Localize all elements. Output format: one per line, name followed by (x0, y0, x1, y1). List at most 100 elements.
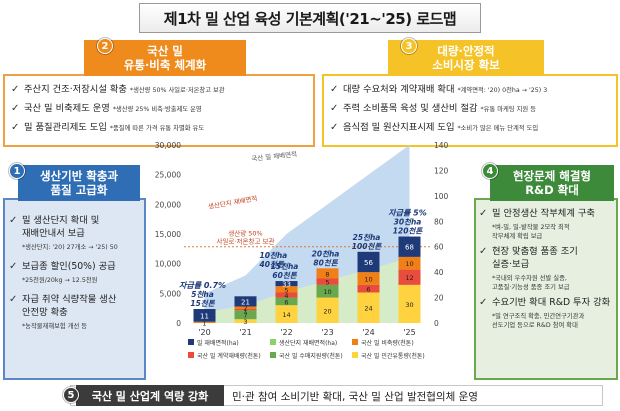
y-right-tick-label: 0 (434, 319, 439, 328)
section-3-title-line1: 대량·안정적 (437, 44, 495, 58)
bar-total-label: 11 (200, 312, 209, 320)
bar-segment-label: 7 (243, 312, 247, 320)
bar-segment (357, 284, 380, 293)
bar-segment (357, 292, 380, 323)
section-1-item-3-sub: *농작물재해보험 개선 등 (22, 323, 88, 330)
bar-segment-label: 3 (243, 318, 247, 326)
section-4-item-2: ✓ 현장 맞춤형 품종 조기 실증·보급 *국내외 우수자원 선발 실증, 고품… (479, 245, 614, 292)
section-1-panel: ✓ 밀 생산단지 확대 및 재배안내서 보급 *생산단지: '20) 27개소 … (3, 198, 146, 380)
check-icon: ✓ (479, 297, 488, 308)
section-4-title-line1: 현장문제 해결형 (512, 169, 592, 183)
page-title: 제1차 밀 산업 육성 기본계획('21~'25) 로드맵 (139, 3, 481, 33)
section-1-item-3: ✓ 자급 취약 식량작물 생산 안전망 확충 *농작물재해보험 개선 등 (9, 293, 141, 331)
section-2-item-1-main: 주산지 건조·저장시설 확충 (24, 84, 127, 95)
legend-swatch (188, 352, 194, 358)
section-4-item-3-sub-2: 선도기업 등으로 R&D 참여 확대 (492, 322, 578, 329)
bar-segment (234, 319, 257, 323)
legend-label: 국산 밀 계약재배량(천톤) (197, 352, 261, 360)
bar-segment (234, 309, 257, 311)
section-4-item-3-main: 수요기반 확대 R&D 투자 강화 (492, 297, 611, 308)
section-2-item-2-main: 국산 밀 비축제도 운영 (24, 103, 110, 114)
legend-swatch (270, 339, 276, 345)
bar-segment (316, 284, 339, 298)
annotation-target-line2: 사일로·저온창고 보관 (217, 237, 275, 246)
section-3-item-1: ✓ 대량 수요처와 계약재배 확대 *계약면적: '20) 0천ha → '25… (330, 83, 612, 97)
bar-total-label: 56 (364, 259, 373, 267)
section-3-item-3: ✓ 음식점 밀 원산지표시제 도입 *소비가 많은 메뉴 단계적 도입 (330, 121, 612, 135)
y-left-tick-label: 15,000 (155, 230, 181, 239)
bar-segment-label: 1 (243, 307, 247, 315)
section-1-item-3-main2-row: 안전망 확충 (9, 306, 141, 319)
label-2021-area: 10천ha (260, 251, 288, 260)
section-2-item-3: ✓ 밀 품질관리제도 도입 *품질에 따른 가격 유통 차별화 유도 (11, 121, 309, 135)
section-3-item-1-sub: *계약면적: '20) 0천ha → '25) 3 (457, 87, 548, 94)
legend-label: 국산 밀 비축량(천톤) (361, 339, 414, 347)
section-4-header: 현장문제 해결형 R&D 확대 (490, 165, 614, 201)
legend-label: 국산 밀 수매지원량(천톤) (279, 352, 343, 360)
section-2-item-3-sub: *품질에 따른 가격 유통 차별화 유도 (109, 125, 205, 132)
annotation-area2-label: 생산단지 재배면적 (207, 193, 258, 211)
bar-cultivation (357, 251, 380, 273)
section-1-title-line2: 품질 고급화 (50, 183, 108, 197)
section-4-item-3-sub-1: *밀 연구조직 확충, 민간연구기관과 (492, 313, 585, 320)
section-1-item-3-main2: 안전망 확충 (22, 307, 68, 318)
bar-segment-label: 4 (284, 292, 288, 300)
bar-segment-label: 5 (325, 279, 329, 287)
section-2-panel: ✓ 주산지 건조·저장시설 확충 *생산량 50% 사일로·저온창고 보관 ✓ … (3, 74, 315, 147)
x-tick-label: '24 (362, 328, 374, 337)
bar-segment (234, 310, 257, 320)
bar-segment-label: 10 (405, 260, 413, 268)
section-1-item-2-main-row: ✓ 보급종 할인(50%) 공급 (9, 260, 141, 273)
section-1-item-1-main2: 재배안내서 보급 (22, 228, 85, 239)
top-label-self-sufficiency: 자급률 5% (388, 209, 426, 218)
check-icon: ✓ (330, 122, 339, 133)
x-tick-label: '23 (321, 328, 333, 337)
section-3-item-2: ✓ 주력 소비품목 육성 및 생산비 절감 *유통 마케팅 지원 등 (330, 102, 612, 116)
section-3-item-1-main: 대량 수요처와 계약재배 확대 (343, 84, 455, 95)
section-2-item-3-main: 밀 품질관리제도 도입 (24, 122, 107, 133)
bar-segment (275, 286, 298, 293)
y-right-tick-label: 140 (434, 141, 449, 150)
section-4-item-2-sub-1: *국내외 우수자원 선발 실증, (492, 275, 567, 282)
bar-total-label: 21 (241, 298, 250, 306)
section-4-item-2-sub-2: 고품질·기능성 품종 조기 보급 (492, 284, 570, 291)
bar-cultivation (398, 236, 421, 257)
section-4-item-2-main2: 실증·보급 (492, 259, 530, 270)
bar-segment-label: 6 (284, 298, 288, 306)
section-2-number: 2 (97, 38, 113, 54)
section-4-number: 4 (482, 163, 498, 179)
section-1-header: 생산기반 확충과 품질 고급화 (18, 165, 140, 201)
section-5-number: 5 (63, 387, 79, 403)
bar-segment-label: 1 (202, 319, 206, 327)
x-tick-label: '20 (198, 328, 210, 337)
top-label-tons: 120천톤 (393, 227, 424, 236)
section-2-item-2-sub: *생산량 25% 비축·방출제도 운영 (112, 106, 202, 113)
chart-svg: 0 5,000 10,000 15,000 20,000 25,000 30,000 0 20 4… (155, 141, 449, 360)
y-left-tick-label: 25,000 (155, 171, 181, 180)
bar-segment-label: 10 (364, 276, 372, 284)
bar-segment-label: 20 (323, 307, 331, 315)
section-4-item-2-main2-row: 실증·보급 (479, 258, 614, 271)
bar-total-label: 33 (282, 281, 291, 289)
bar-segment-label: 10 (323, 288, 331, 296)
section-1-item-2-main: 보급종 할인(50%) 공급 (22, 261, 116, 272)
bar-segment-label: 5 (284, 286, 288, 294)
y-left-tick-label: 5,000 (160, 289, 182, 298)
legend-swatch (270, 352, 276, 358)
section-3-item-2-sub: *유통 마케팅 지원 등 (480, 106, 537, 113)
legend-label: 밀 재배면적(ha) (197, 339, 239, 347)
legend-swatch (188, 339, 194, 345)
top-label-tons: 60천톤 (272, 271, 297, 280)
section-4-item-1-main-row: ✓ 밀 안정생산 작부체계 구축 (479, 207, 614, 220)
bar-cultivation (275, 281, 298, 287)
check-icon: ✓ (330, 103, 339, 114)
top-label-area: 5천ha (191, 290, 214, 299)
bar-total-label: 68 (405, 244, 414, 252)
bar-segment (193, 321, 216, 323)
bar-segment-label: 12 (405, 274, 413, 282)
bar-cultivation (193, 309, 216, 322)
wheat-roadmap-chart: 0 5,000 10,000 15,000 20,000 25,000 30,000 0 20 4… (152, 123, 468, 393)
y-right-tick-label: 100 (434, 192, 449, 201)
bar-segment (316, 278, 339, 285)
top-label-area: 20천ha (312, 249, 340, 258)
